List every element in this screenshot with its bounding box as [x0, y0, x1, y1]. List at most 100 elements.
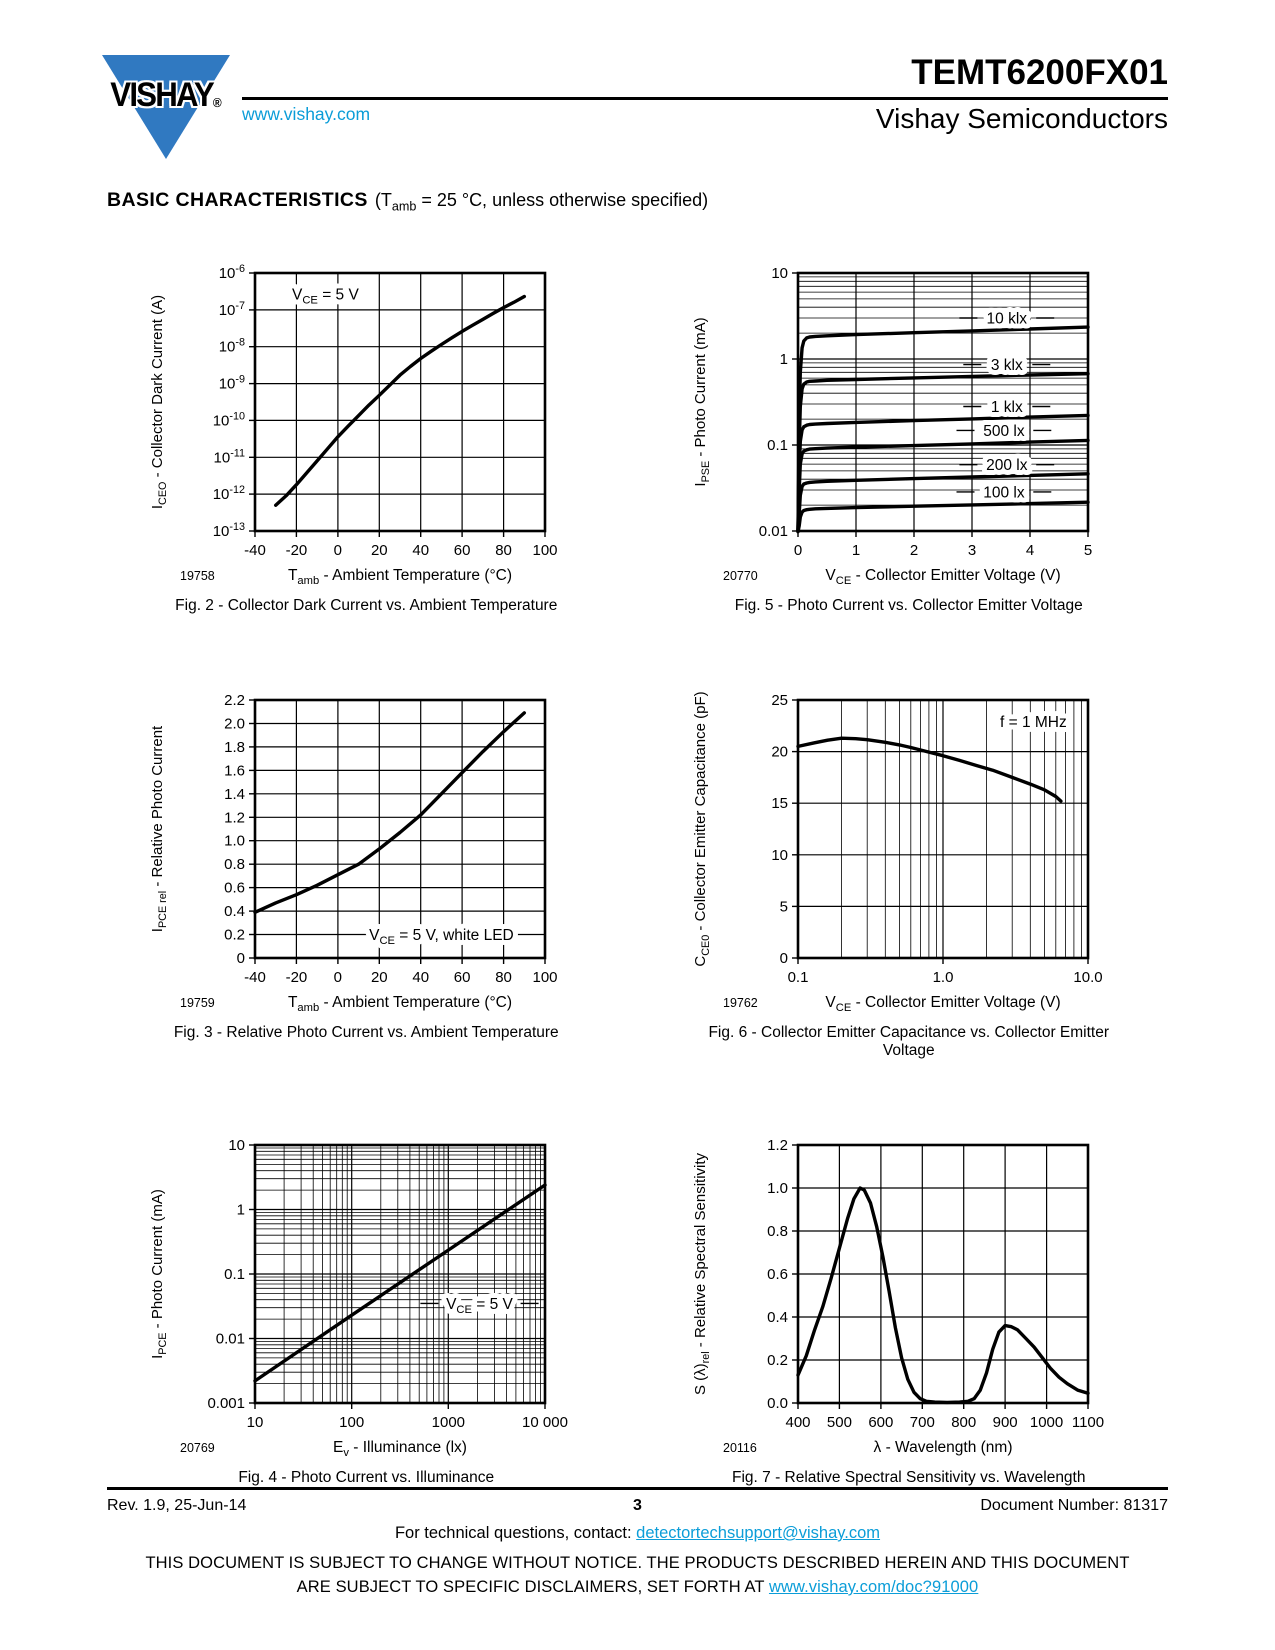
svg-text:25: 25 — [771, 692, 788, 709]
header-title-block: TEMT6200FX01 www.vishay.com Vishay Semic… — [242, 54, 1168, 159]
svg-text:3 klx: 3 klx — [991, 357, 1023, 374]
svg-text:100 lx: 100 lx — [983, 484, 1025, 501]
svg-text:100: 100 — [533, 542, 558, 559]
svg-text:0.6: 0.6 — [767, 1266, 788, 1283]
svg-text:1000: 1000 — [1030, 1414, 1063, 1431]
svg-text:5: 5 — [779, 898, 787, 915]
svg-text:10: 10 — [229, 1137, 246, 1154]
disclaimer-line1: THIS DOCUMENT IS SUBJECT TO CHANGE WITHO… — [145, 1554, 1130, 1572]
svg-text:100: 100 — [339, 1414, 364, 1431]
svg-text:60: 60 — [454, 542, 471, 559]
svg-text:CCE0 - Collector Emitter Capac: CCE0 - Collector Emitter Capacitance (pF… — [692, 691, 712, 966]
header-subrow: www.vishay.com Vishay Semiconductors — [242, 102, 1168, 135]
page-header: VISHAY® TEMT6200FX01 www.vishay.com Vish… — [0, 0, 1275, 159]
svg-text:ICEO - Collector Dark Current: ICEO - Collector Dark Current (A) — [149, 294, 169, 508]
website-link[interactable]: www.vishay.com — [242, 103, 371, 124]
svg-text:10-11: 10-11 — [214, 447, 246, 466]
svg-text:4: 4 — [1026, 542, 1034, 559]
svg-text:VCE - Collector Emitter Voltag: VCE - Collector Emitter Voltage (V) — [825, 994, 1060, 1014]
svg-text:10: 10 — [247, 1414, 264, 1431]
svg-text:80: 80 — [495, 969, 512, 986]
figure-2: VCE = 5 V VCE = 5 V -40 -20 0 20 40 60 80 100 10-1… — [140, 258, 592, 615]
svg-text:IPCE - Photo Current (mA): IPCE - Photo Current (mA) — [149, 1189, 169, 1359]
contact-email-link[interactable]: detectortechsupport@vishay.com — [636, 1524, 881, 1542]
disclaimer-line2-prefix: ARE SUBJECT TO SPECIFIC DISCLAIMERS, SET… — [296, 1577, 769, 1596]
page-number: 3 — [633, 1497, 642, 1514]
svg-text:2: 2 — [910, 542, 918, 559]
svg-text:-20: -20 — [286, 969, 308, 986]
svg-text:800: 800 — [951, 1414, 976, 1431]
svg-text:0: 0 — [334, 969, 342, 986]
svg-text:1.0: 1.0 — [767, 1180, 788, 1197]
fig6-caption: Fig. 6 - Collector Emitter Capacitance v… — [708, 1023, 1110, 1059]
svg-text:1.0: 1.0 — [224, 832, 245, 849]
svg-text:0.0: 0.0 — [767, 1395, 788, 1412]
svg-text:10: 10 — [771, 846, 788, 863]
svg-text:1.8: 1.8 — [224, 739, 245, 756]
svg-text:0.4: 0.4 — [224, 903, 245, 920]
svg-text:20: 20 — [371, 969, 388, 986]
svg-text:1000: 1000 — [432, 1414, 465, 1431]
division-name: Vishay Semiconductors — [875, 102, 1168, 134]
svg-text:40: 40 — [413, 542, 430, 559]
figure-6: f = 1 MHz f = 1 MHz 0.1 1.0 10.0 0 5 10 15 20 25 VC… — [683, 685, 1135, 1060]
svg-text:f = 1 MHz: f = 1 MHz — [1000, 714, 1067, 731]
svg-text:10-7: 10-7 — [219, 299, 245, 318]
registered-trademark-mark: ® — [212, 95, 222, 110]
svg-text:1.4: 1.4 — [224, 785, 245, 802]
svg-text:400: 400 — [785, 1414, 810, 1431]
svg-text:0: 0 — [237, 950, 245, 967]
svg-text:10 000: 10 000 — [522, 1414, 568, 1431]
fig7-caption: Fig. 7 - Relative Spectral Sensitivity v… — [732, 1468, 1086, 1486]
svg-text:600: 600 — [868, 1414, 893, 1431]
svg-text:-40: -40 — [244, 969, 266, 986]
svg-text:Ev - Illuminance (lx): Ev - Illuminance (lx) — [333, 1439, 467, 1459]
svg-text:VCE = 5 V, white LED: VCE = 5 V, white LED — [369, 927, 514, 947]
revision-label: Rev. 1.9, 25-Jun-14 — [107, 1497, 247, 1514]
svg-text:15: 15 — [771, 795, 788, 812]
svg-text:0.2: 0.2 — [767, 1352, 788, 1369]
svg-text:60: 60 — [454, 969, 471, 986]
svg-text:10-6: 10-6 — [219, 263, 245, 282]
svg-text:40: 40 — [413, 969, 430, 986]
fig4-caption: Fig. 4 - Photo Current vs. Illuminance — [238, 1468, 495, 1486]
svg-text:900: 900 — [992, 1414, 1017, 1431]
svg-text:S (λ)rel - Relative Spectral S: S (λ)rel - Relative Spectral Sensitivity — [692, 1152, 712, 1395]
svg-text:VCE - Collector Emitter Voltag: VCE - Collector Emitter Voltage (V) — [825, 567, 1060, 587]
footer-contact-line: For technical questions, contact: detect… — [107, 1524, 1168, 1543]
fig5-caption: Fig. 5 - Photo Current vs. Collector Emi… — [734, 596, 1083, 614]
svg-text:700: 700 — [910, 1414, 935, 1431]
svg-text:1 klx: 1 klx — [991, 399, 1023, 416]
svg-text:Tamb - Ambient Temperature (°C: Tamb - Ambient Temperature (°C) — [288, 567, 512, 587]
svg-text:VCE = 5 V: VCE = 5 V — [446, 1296, 513, 1316]
svg-text:IPCE rel - Relative Photo Curr: IPCE rel - Relative Photo Current — [149, 725, 169, 932]
svg-text:0: 0 — [779, 950, 787, 967]
svg-text:20769: 20769 — [180, 1441, 215, 1455]
svg-text:0.01: 0.01 — [216, 1330, 245, 1347]
svg-text:IPSE - Photo Current (mA): IPSE - Photo Current (mA) — [692, 317, 712, 486]
charts-grid: VCE = 5 V VCE = 5 V -40 -20 0 20 40 60 80 100 10-1… — [95, 258, 1180, 1487]
svg-text:0.1: 0.1 — [767, 437, 788, 454]
section-title: BASIC CHARACTERISTICS — [107, 189, 368, 211]
svg-text:10-8: 10-8 — [219, 336, 245, 355]
svg-text:VCE = 5 V: VCE = 5 V — [292, 286, 359, 306]
disclaimer-link[interactable]: www.vishay.com/doc?91000 — [768, 1577, 979, 1596]
svg-text:10: 10 — [771, 265, 788, 282]
svg-text:20: 20 — [371, 542, 388, 559]
svg-text:100: 100 — [533, 969, 558, 986]
svg-text:10 klx: 10 klx — [986, 310, 1027, 327]
fig2-caption: Fig. 2 - Collector Dark Current vs. Ambi… — [175, 596, 558, 614]
svg-text:1100: 1100 — [1072, 1414, 1104, 1431]
footer-divider-rule — [107, 1487, 1168, 1490]
page-footer: Rev. 1.9, 25-Jun-14 3 Document Number: 8… — [107, 1487, 1168, 1600]
vishay-logo-wordmark: VISHAY® — [91, 76, 242, 115]
svg-text:20: 20 — [771, 743, 788, 760]
footer-meta-row: Rev. 1.9, 25-Jun-14 3 Document Number: 8… — [107, 1497, 1168, 1515]
svg-text:10-10: 10-10 — [213, 410, 245, 429]
svg-text:500: 500 — [827, 1414, 852, 1431]
svg-text:19762: 19762 — [723, 996, 758, 1010]
section-condition: (Tamb = 25 °C, unless otherwise specifie… — [374, 190, 709, 214]
